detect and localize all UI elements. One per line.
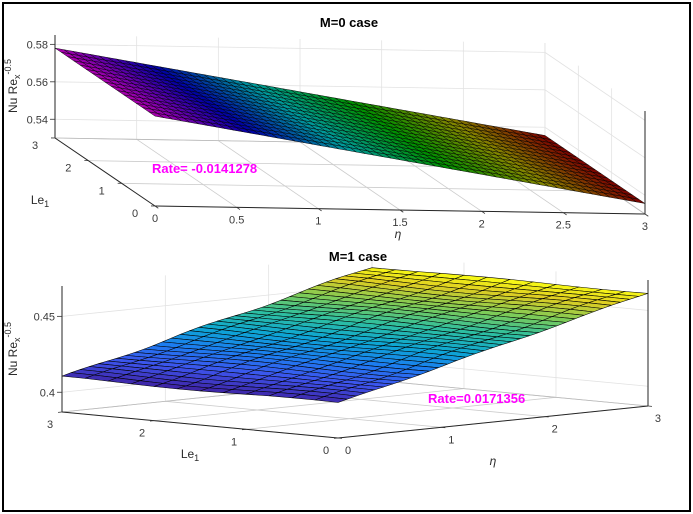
z-axis-label: Nu Rex-0.5 <box>3 322 22 376</box>
x-tick-label: 0 <box>345 445 351 457</box>
z-tick-label: 0.45 <box>34 311 55 323</box>
z-tick-label: 0.56 <box>27 77 48 89</box>
x-tick-label: 1.5 <box>392 217 407 229</box>
x-tick-label: 2 <box>552 424 558 436</box>
surface-plot-m0: 0 0.5 1 1.5 2 2.5 3 0 1 2 3 0.54 0.56 0.58 η Le1 Nu Rex-… <box>3 34 649 241</box>
surface-mesh <box>61 267 649 403</box>
y-tick-label: 1 <box>99 185 105 197</box>
x-axis-label: η <box>490 454 497 468</box>
x-tick-label: 1 <box>315 216 321 228</box>
y-tick-label: 3 <box>47 419 53 431</box>
z-axis-label: Nu Rex-0.5 <box>3 59 22 113</box>
y-axis-label: Le1 <box>31 193 49 209</box>
x-tick-label: 0 <box>152 213 158 225</box>
x-axis-label: η <box>395 227 402 241</box>
tick-labels: 0 0.5 1 1.5 2 2.5 3 0 1 2 3 0.54 0.56 0.58 <box>27 39 649 233</box>
surface-plot-m1: 0 1 2 3 0 1 2 3 0.4 0.45 η Le1 Nu Rex-0.5 <box>3 253 661 468</box>
plot1-title: M=1 case <box>329 249 387 264</box>
y-tick-label: 0 <box>132 208 138 220</box>
x-tick-label: 2.5 <box>556 220 571 232</box>
y-tick-label: 0 <box>323 445 329 457</box>
y-tick-label: 2 <box>139 428 145 440</box>
z-tick-label: 0.58 <box>27 39 48 51</box>
z-tick-label: 0.54 <box>27 114 48 126</box>
plot0-rate-annotation: Rate= -0.0141278 <box>152 161 257 176</box>
surface-mesh <box>54 47 646 204</box>
plot1-rate-annotation: Rate=0.0171356 <box>428 391 525 406</box>
x-tick-label: 3 <box>642 221 648 233</box>
x-tick-label: 0.5 <box>229 214 244 226</box>
y-tick-label: 1 <box>231 436 237 448</box>
x-tick-label: 1 <box>448 434 454 446</box>
tick-labels: 0 1 2 3 0 1 2 3 0.4 0.45 <box>34 311 661 457</box>
y-tick-label: 2 <box>65 163 71 175</box>
x-tick-label: 2 <box>479 218 485 230</box>
z-tick-label: 0.4 <box>40 387 55 399</box>
y-axis-label: Le1 <box>181 447 199 463</box>
y-tick-label: 3 <box>32 140 38 152</box>
x-tick-label: 3 <box>655 413 661 425</box>
plot0-title: M=0 case <box>320 15 378 30</box>
